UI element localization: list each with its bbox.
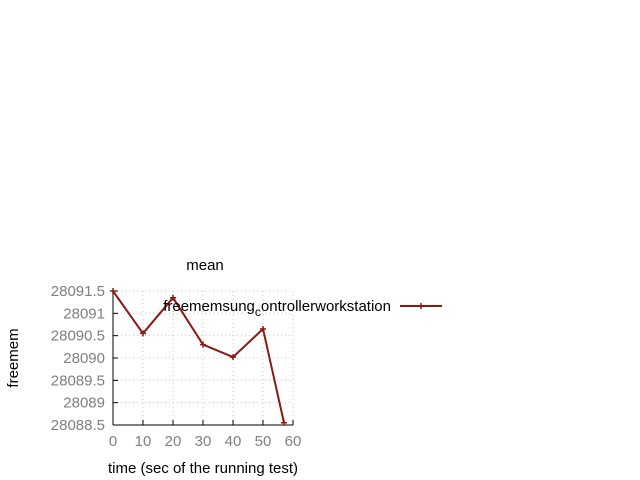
y-tick-label: 28091: [63, 305, 105, 322]
y-tick-label: 28088.5: [51, 417, 105, 434]
series-layer: [110, 288, 287, 426]
legend-part-4: ontroller: [261, 298, 315, 315]
data-point: [281, 419, 287, 426]
x-tick-label: 0: [109, 433, 117, 450]
legend-swatch-marker: [418, 303, 424, 309]
x-tick-label: 50: [255, 433, 272, 450]
x-ticks: 0 10 20 30 40 50 60: [109, 420, 302, 450]
y-tick-label: 28090: [63, 350, 105, 367]
legend-marker-point: [418, 303, 424, 309]
x-tick-label: 20: [165, 433, 182, 450]
y-axis-label: freemem: [5, 328, 22, 387]
data-point: [140, 330, 146, 337]
x-tick-label: 30: [195, 433, 212, 450]
data-point: [110, 288, 116, 294]
y-tick-label: 28091.5: [51, 283, 105, 300]
x-tick-label: 60: [285, 433, 302, 450]
legend-part-6: orkstation: [326, 298, 391, 315]
y-ticks: 28088.5 28089 28089.5 28090 28090.5 28091 2809…: [51, 283, 118, 434]
legend-label: freememsungcontrollerworkstation: [163, 298, 391, 319]
x-tick-label: 40: [225, 433, 242, 450]
data-point: [260, 325, 266, 332]
data-point: [200, 341, 206, 348]
chart-title: mean: [186, 257, 224, 274]
legend-part-1: freemem: [163, 298, 222, 315]
legend: freememsungcontrollerworkstation: [163, 298, 442, 319]
y-tick-label: 28089.5: [51, 372, 105, 389]
legend-part-3: c: [255, 305, 261, 319]
y-tick-label: 28090.5: [51, 328, 105, 345]
y-tick-label: 28089: [63, 395, 105, 412]
legend-part-2: sung: [222, 298, 255, 315]
data-point: [230, 354, 236, 361]
legend-part-5: w: [314, 298, 326, 315]
data-point: [170, 294, 176, 301]
x-tick-label: 10: [135, 433, 152, 450]
x-axis-label: time (sec of the running test): [108, 460, 298, 477]
